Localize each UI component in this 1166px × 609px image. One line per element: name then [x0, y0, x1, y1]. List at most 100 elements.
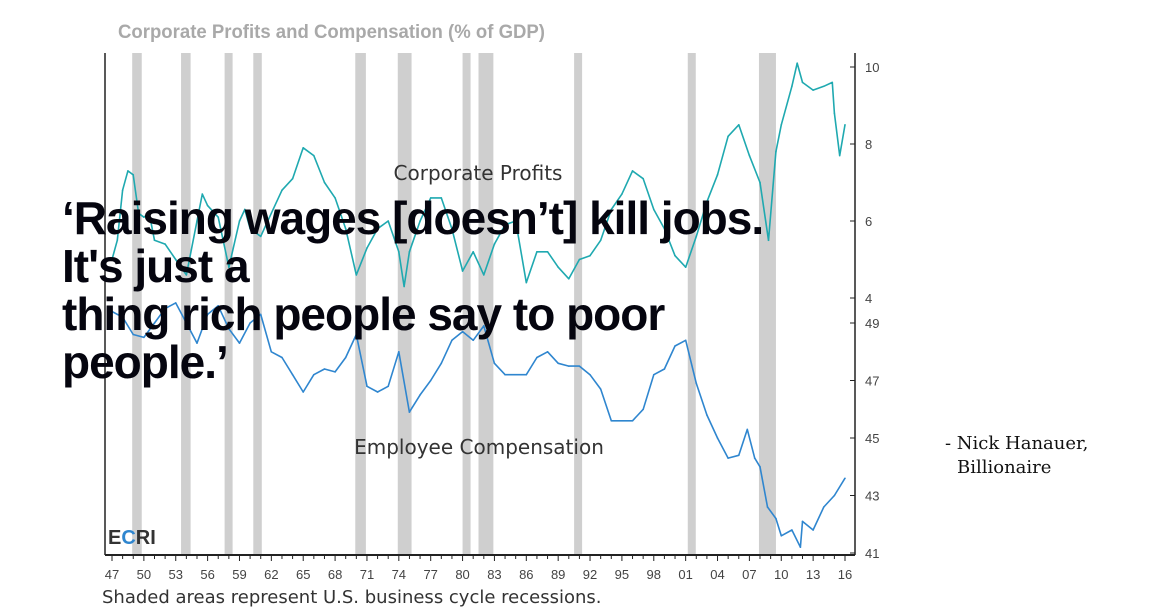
data-point	[408, 411, 411, 413]
y-tick-label: 4	[865, 291, 872, 306]
data-point	[514, 373, 517, 376]
x-tick-label: 71	[360, 567, 374, 582]
x-tick-label: 68	[328, 567, 342, 582]
data-point	[599, 239, 602, 242]
data-point	[706, 200, 708, 203]
data-point	[684, 266, 687, 269]
data-point	[525, 281, 528, 284]
data-point	[111, 258, 113, 261]
data-point	[185, 274, 188, 276]
x-tick-label: 13	[806, 567, 820, 582]
recession-band	[132, 53, 142, 555]
recession-bands	[132, 53, 776, 555]
x-tick-label: 50	[137, 567, 151, 582]
attribution-name: - Nick Hanauer,	[945, 433, 1088, 454]
data-point	[419, 394, 421, 396]
data-point	[228, 327, 230, 330]
data-point	[766, 506, 769, 508]
x-tick-label: 77	[423, 567, 437, 582]
data-point	[746, 428, 749, 431]
y-tick-label: 45	[865, 431, 879, 446]
data-point	[472, 339, 474, 342]
data-point	[196, 220, 198, 222]
recession-band	[758, 53, 776, 555]
data-point	[483, 274, 485, 276]
data-point	[398, 350, 400, 353]
data-point	[153, 239, 156, 242]
data-point	[355, 274, 358, 276]
data-point	[243, 208, 246, 211]
data-point	[695, 235, 698, 238]
data-point	[398, 251, 400, 253]
data-point	[504, 224, 506, 226]
footnote: Shaded areas represent U.S. business cyc…	[102, 587, 601, 608]
data-point	[451, 227, 453, 230]
data-point	[727, 135, 729, 138]
data-point	[201, 193, 204, 195]
y-tick-label: 6	[865, 214, 872, 229]
y-tick-label: 10	[865, 60, 879, 75]
data-point	[334, 197, 336, 199]
x-tick-label: 16	[838, 567, 852, 582]
data-point	[716, 174, 719, 176]
data-point	[780, 534, 783, 537]
x-tick-label: 04	[710, 567, 724, 582]
y-tick-label: 49	[865, 316, 879, 331]
logo-part: RI	[136, 527, 156, 549]
data-point	[801, 81, 804, 84]
data-point	[440, 197, 443, 199]
data-point	[270, 212, 273, 215]
recession-band	[397, 53, 412, 555]
data-point	[833, 494, 836, 497]
data-point	[270, 350, 273, 353]
data-point	[429, 379, 432, 382]
data-point	[631, 419, 634, 422]
data-point	[302, 391, 305, 393]
data-point	[132, 174, 135, 176]
data-point	[132, 333, 135, 336]
data-point	[525, 373, 528, 376]
data-point	[642, 177, 644, 180]
x-tick-label: 59	[232, 567, 246, 582]
data-point	[631, 170, 634, 172]
quote: ‘Raising wages [doesn’t] kill jobs. It's…	[62, 194, 832, 386]
data-point	[440, 362, 443, 365]
data-point	[291, 373, 294, 376]
data-point	[238, 342, 241, 344]
data-point	[663, 368, 666, 370]
recession-band	[478, 53, 494, 555]
data-point	[557, 266, 559, 269]
data-point	[706, 414, 708, 416]
data-point	[822, 506, 825, 508]
data-point	[716, 437, 719, 439]
data-point	[567, 365, 570, 367]
data-point	[291, 177, 294, 180]
data-point	[753, 457, 756, 459]
recession-band	[462, 53, 471, 555]
data-point	[801, 520, 804, 523]
series-label-profits: Corporate Profits	[394, 161, 563, 185]
data-point	[206, 204, 209, 207]
x-tick-label: 83	[487, 567, 501, 582]
data-point	[174, 302, 177, 304]
data-point	[164, 243, 166, 245]
data-point	[838, 154, 841, 157]
x-tick-label: 92	[583, 567, 597, 582]
x-tick-label: 86	[519, 567, 533, 582]
data-point	[822, 85, 825, 88]
data-point	[323, 368, 326, 370]
data-point	[652, 373, 655, 376]
data-point	[408, 251, 411, 253]
data-point	[143, 216, 145, 218]
data-point	[196, 342, 198, 344]
data-point	[387, 220, 390, 222]
data-point	[185, 322, 188, 324]
data-point	[663, 227, 666, 230]
data-point	[578, 365, 581, 367]
data-point	[281, 356, 283, 359]
data-point	[599, 388, 602, 390]
data-point	[355, 333, 358, 336]
ecri-logo: ECRI	[108, 527, 156, 549]
data-point	[589, 373, 591, 376]
recession-band	[224, 53, 233, 555]
